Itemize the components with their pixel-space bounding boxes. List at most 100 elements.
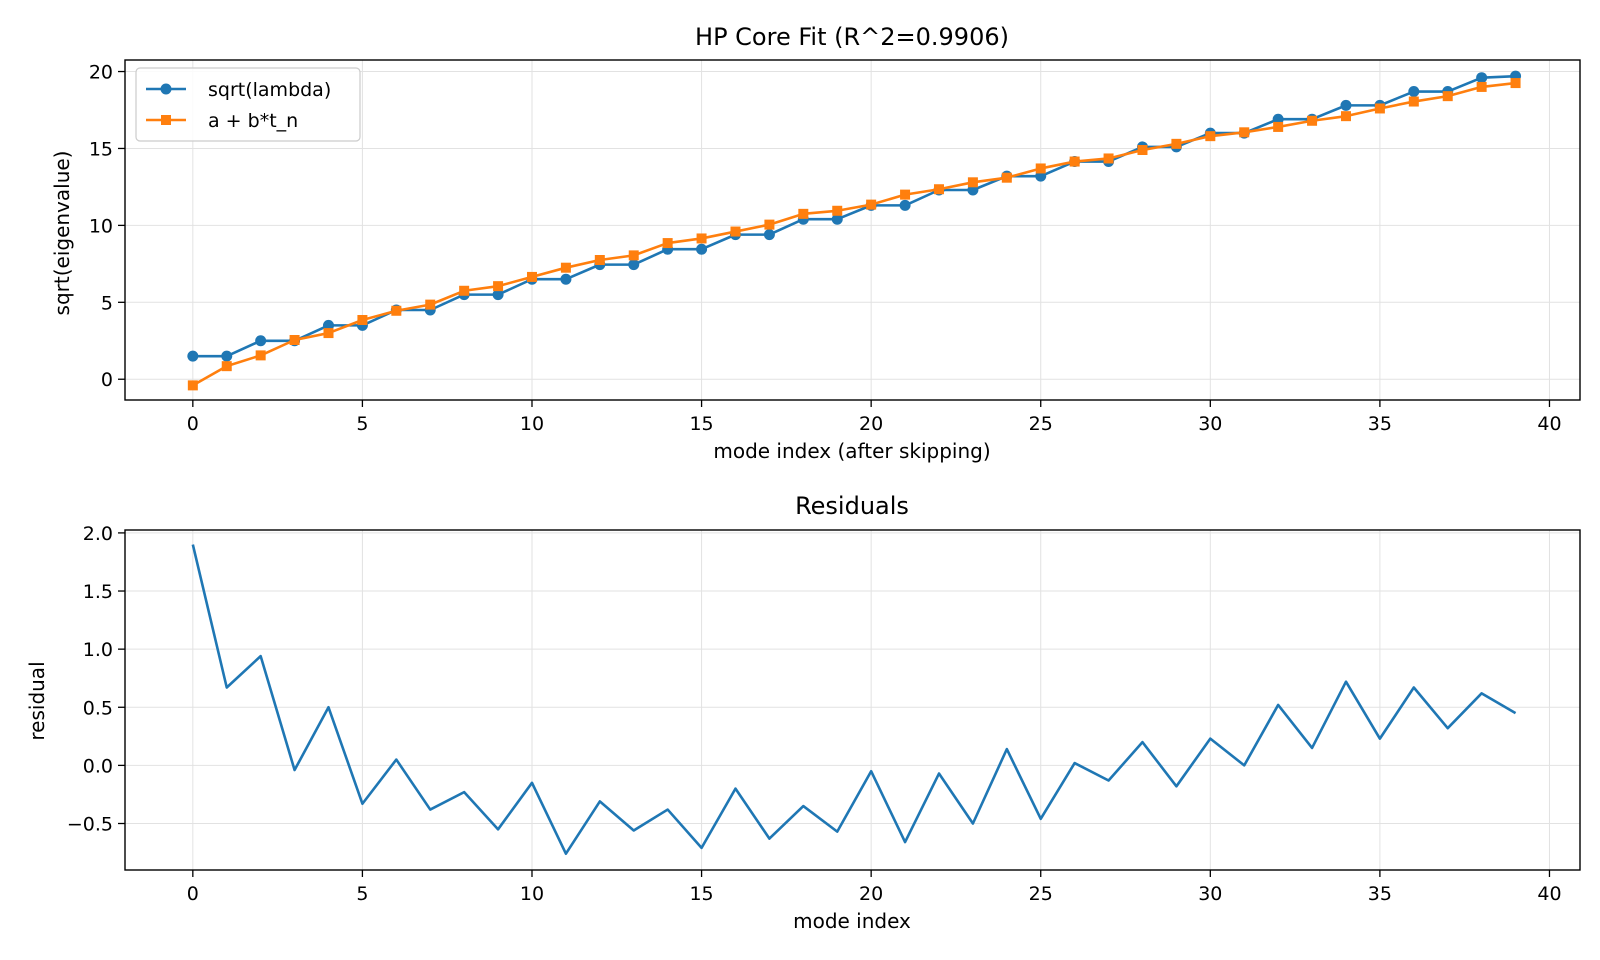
data-point — [662, 238, 673, 249]
residuals-series-line — [191, 544, 1517, 856]
residuals-x-tick-label: 40 — [1537, 883, 1561, 905]
residuals-y-tick-label: 2.0 — [83, 523, 113, 545]
data-point — [594, 255, 605, 265]
residuals-y-tick-label: 1.0 — [83, 639, 113, 661]
fit-x-tick-label: 20 — [859, 413, 883, 435]
data-point — [764, 219, 775, 230]
fit-x-tick-label: 15 — [689, 413, 713, 435]
data-point — [526, 271, 537, 282]
fit-y-tick-label: 10 — [89, 215, 113, 237]
fit-series-0 — [187, 70, 1522, 362]
legend-box — [135, 67, 361, 142]
legend-label: sqrt(lambda) — [208, 79, 331, 101]
fit-chart-title: HP Core Fit (R^2=0.9906) — [695, 23, 1009, 51]
data-point — [425, 299, 436, 310]
data-point — [560, 262, 571, 273]
data-point — [255, 350, 266, 361]
legend-label: a + b*t_n — [208, 110, 298, 132]
data-point — [1408, 96, 1419, 107]
data-point — [1340, 111, 1351, 122]
data-point — [1510, 78, 1521, 89]
residuals-plot-frame — [124, 529, 1581, 871]
data-point — [357, 315, 368, 325]
data-point — [221, 361, 232, 372]
residuals-x-tick-label: 10 — [520, 883, 544, 905]
fit-y-tick-label: 20 — [89, 62, 113, 84]
data-point — [391, 305, 402, 316]
residuals-x-tick-label: 0 — [187, 883, 199, 905]
fit-x-tick-label: 35 — [1368, 413, 1392, 435]
residuals-x-tick-label: 15 — [689, 883, 713, 905]
data-point — [831, 213, 843, 225]
data-point — [1476, 81, 1487, 92]
legend-item: sqrt(lambda) — [146, 79, 331, 101]
residuals-x-tick-label: 25 — [1029, 883, 1053, 905]
data-point — [866, 199, 877, 210]
fit-x-tick-label: 40 — [1537, 413, 1561, 435]
data-point — [255, 335, 267, 347]
residuals-x-tick-label: 5 — [356, 883, 368, 905]
data-point — [1307, 115, 1318, 126]
residuals-y-tick-label: 1.5 — [83, 581, 113, 603]
data-point — [1103, 153, 1114, 164]
data-point — [1205, 131, 1216, 142]
residuals-chart-title: Residuals — [795, 492, 909, 520]
fit-series-1 — [187, 78, 1521, 391]
data-point — [492, 289, 504, 301]
data-point — [696, 243, 708, 255]
residuals-x-tick-label: 30 — [1198, 883, 1222, 905]
fit-x-tick-label: 10 — [520, 413, 544, 435]
data-point — [628, 250, 639, 261]
residuals-y-tick-label: 0.0 — [83, 755, 113, 777]
residuals-panel: Residuals mode index residual 0 5 10 15 20 25… — [25, 492, 1581, 933]
residuals-y-tick-label: 0.5 — [83, 697, 113, 719]
residuals-x-axis-label: mode index — [793, 909, 911, 933]
data-point — [763, 229, 775, 241]
legend-item: a + b*t_n — [146, 110, 298, 132]
data-point — [1035, 163, 1046, 174]
fit-grid — [125, 60, 1580, 400]
data-point — [187, 350, 199, 362]
fit-y-tick-label: 5 — [101, 292, 113, 314]
residuals-y-axis-label: residual — [25, 661, 49, 740]
fit-series-line — [192, 81, 1516, 387]
legend-marker — [160, 83, 172, 95]
fit-y-tick-label: 0 — [101, 369, 113, 391]
residuals-series-0 — [191, 544, 1517, 856]
data-point — [1069, 156, 1080, 167]
data-point — [832, 205, 843, 216]
data-point — [1340, 99, 1352, 111]
data-point — [221, 350, 233, 362]
data-point — [899, 199, 911, 211]
data-point — [1001, 172, 1012, 183]
data-point — [1476, 72, 1488, 84]
fit-legend: sqrt(lambda) a + b*t_n — [135, 67, 361, 142]
fit-y-tick-label: 15 — [89, 138, 113, 160]
residuals-x-tick-label: 35 — [1368, 883, 1392, 905]
fit-x-tick-label: 5 — [356, 413, 368, 435]
data-point — [323, 328, 334, 339]
data-point — [1171, 138, 1182, 149]
data-point — [1374, 103, 1385, 114]
fit-x-tick-label: 0 — [187, 413, 199, 435]
fit-plot-frame — [124, 59, 1581, 401]
data-point — [459, 285, 470, 296]
legend-marker — [161, 115, 171, 125]
data-point — [493, 281, 504, 292]
data-point — [1408, 86, 1420, 98]
data-point — [1137, 145, 1148, 155]
data-point — [798, 208, 809, 219]
residuals-x-tick-label: 20 — [859, 883, 883, 905]
data-point — [1273, 121, 1284, 132]
fit-panel: HP Core Fit (R^2=0.9906) mode index (aft… — [50, 23, 1581, 463]
residuals-grid — [125, 530, 1580, 870]
fit-x-axis-label: mode index (after skipping) — [713, 439, 990, 463]
data-point — [933, 184, 944, 195]
data-point — [187, 380, 198, 391]
fit-x-tick-label: 25 — [1029, 413, 1053, 435]
fit-x-tick-label: 30 — [1198, 413, 1222, 435]
data-point — [730, 226, 741, 237]
fit-series-line — [192, 74, 1516, 358]
data-point — [900, 189, 911, 200]
